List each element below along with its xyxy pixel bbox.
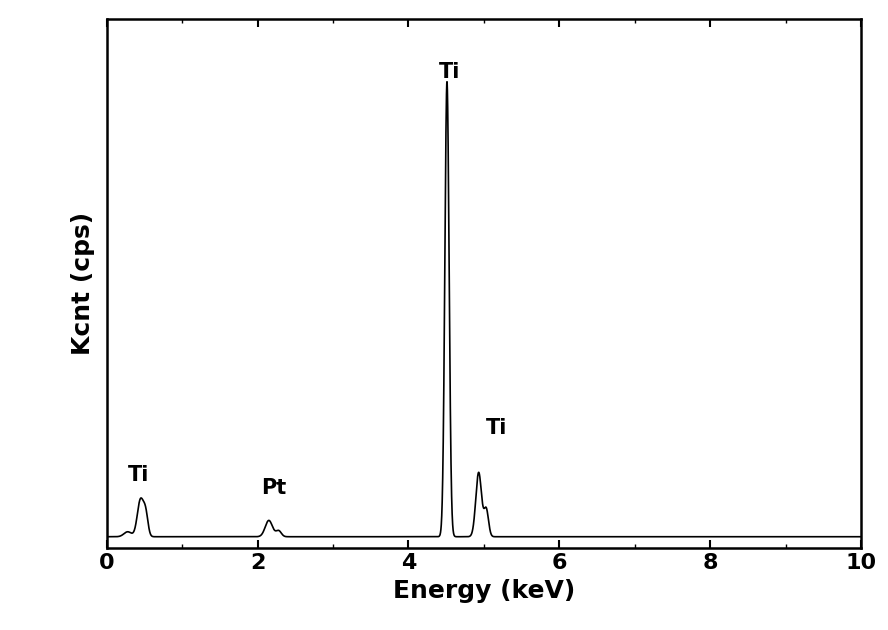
Text: Pt: Pt bbox=[261, 478, 287, 498]
Y-axis label: Kcnt (cps): Kcnt (cps) bbox=[71, 212, 95, 355]
Text: Ti: Ti bbox=[439, 62, 460, 83]
X-axis label: Energy (keV): Energy (keV) bbox=[392, 578, 575, 602]
Text: Ti: Ti bbox=[128, 466, 149, 485]
Text: Ti: Ti bbox=[486, 418, 507, 438]
